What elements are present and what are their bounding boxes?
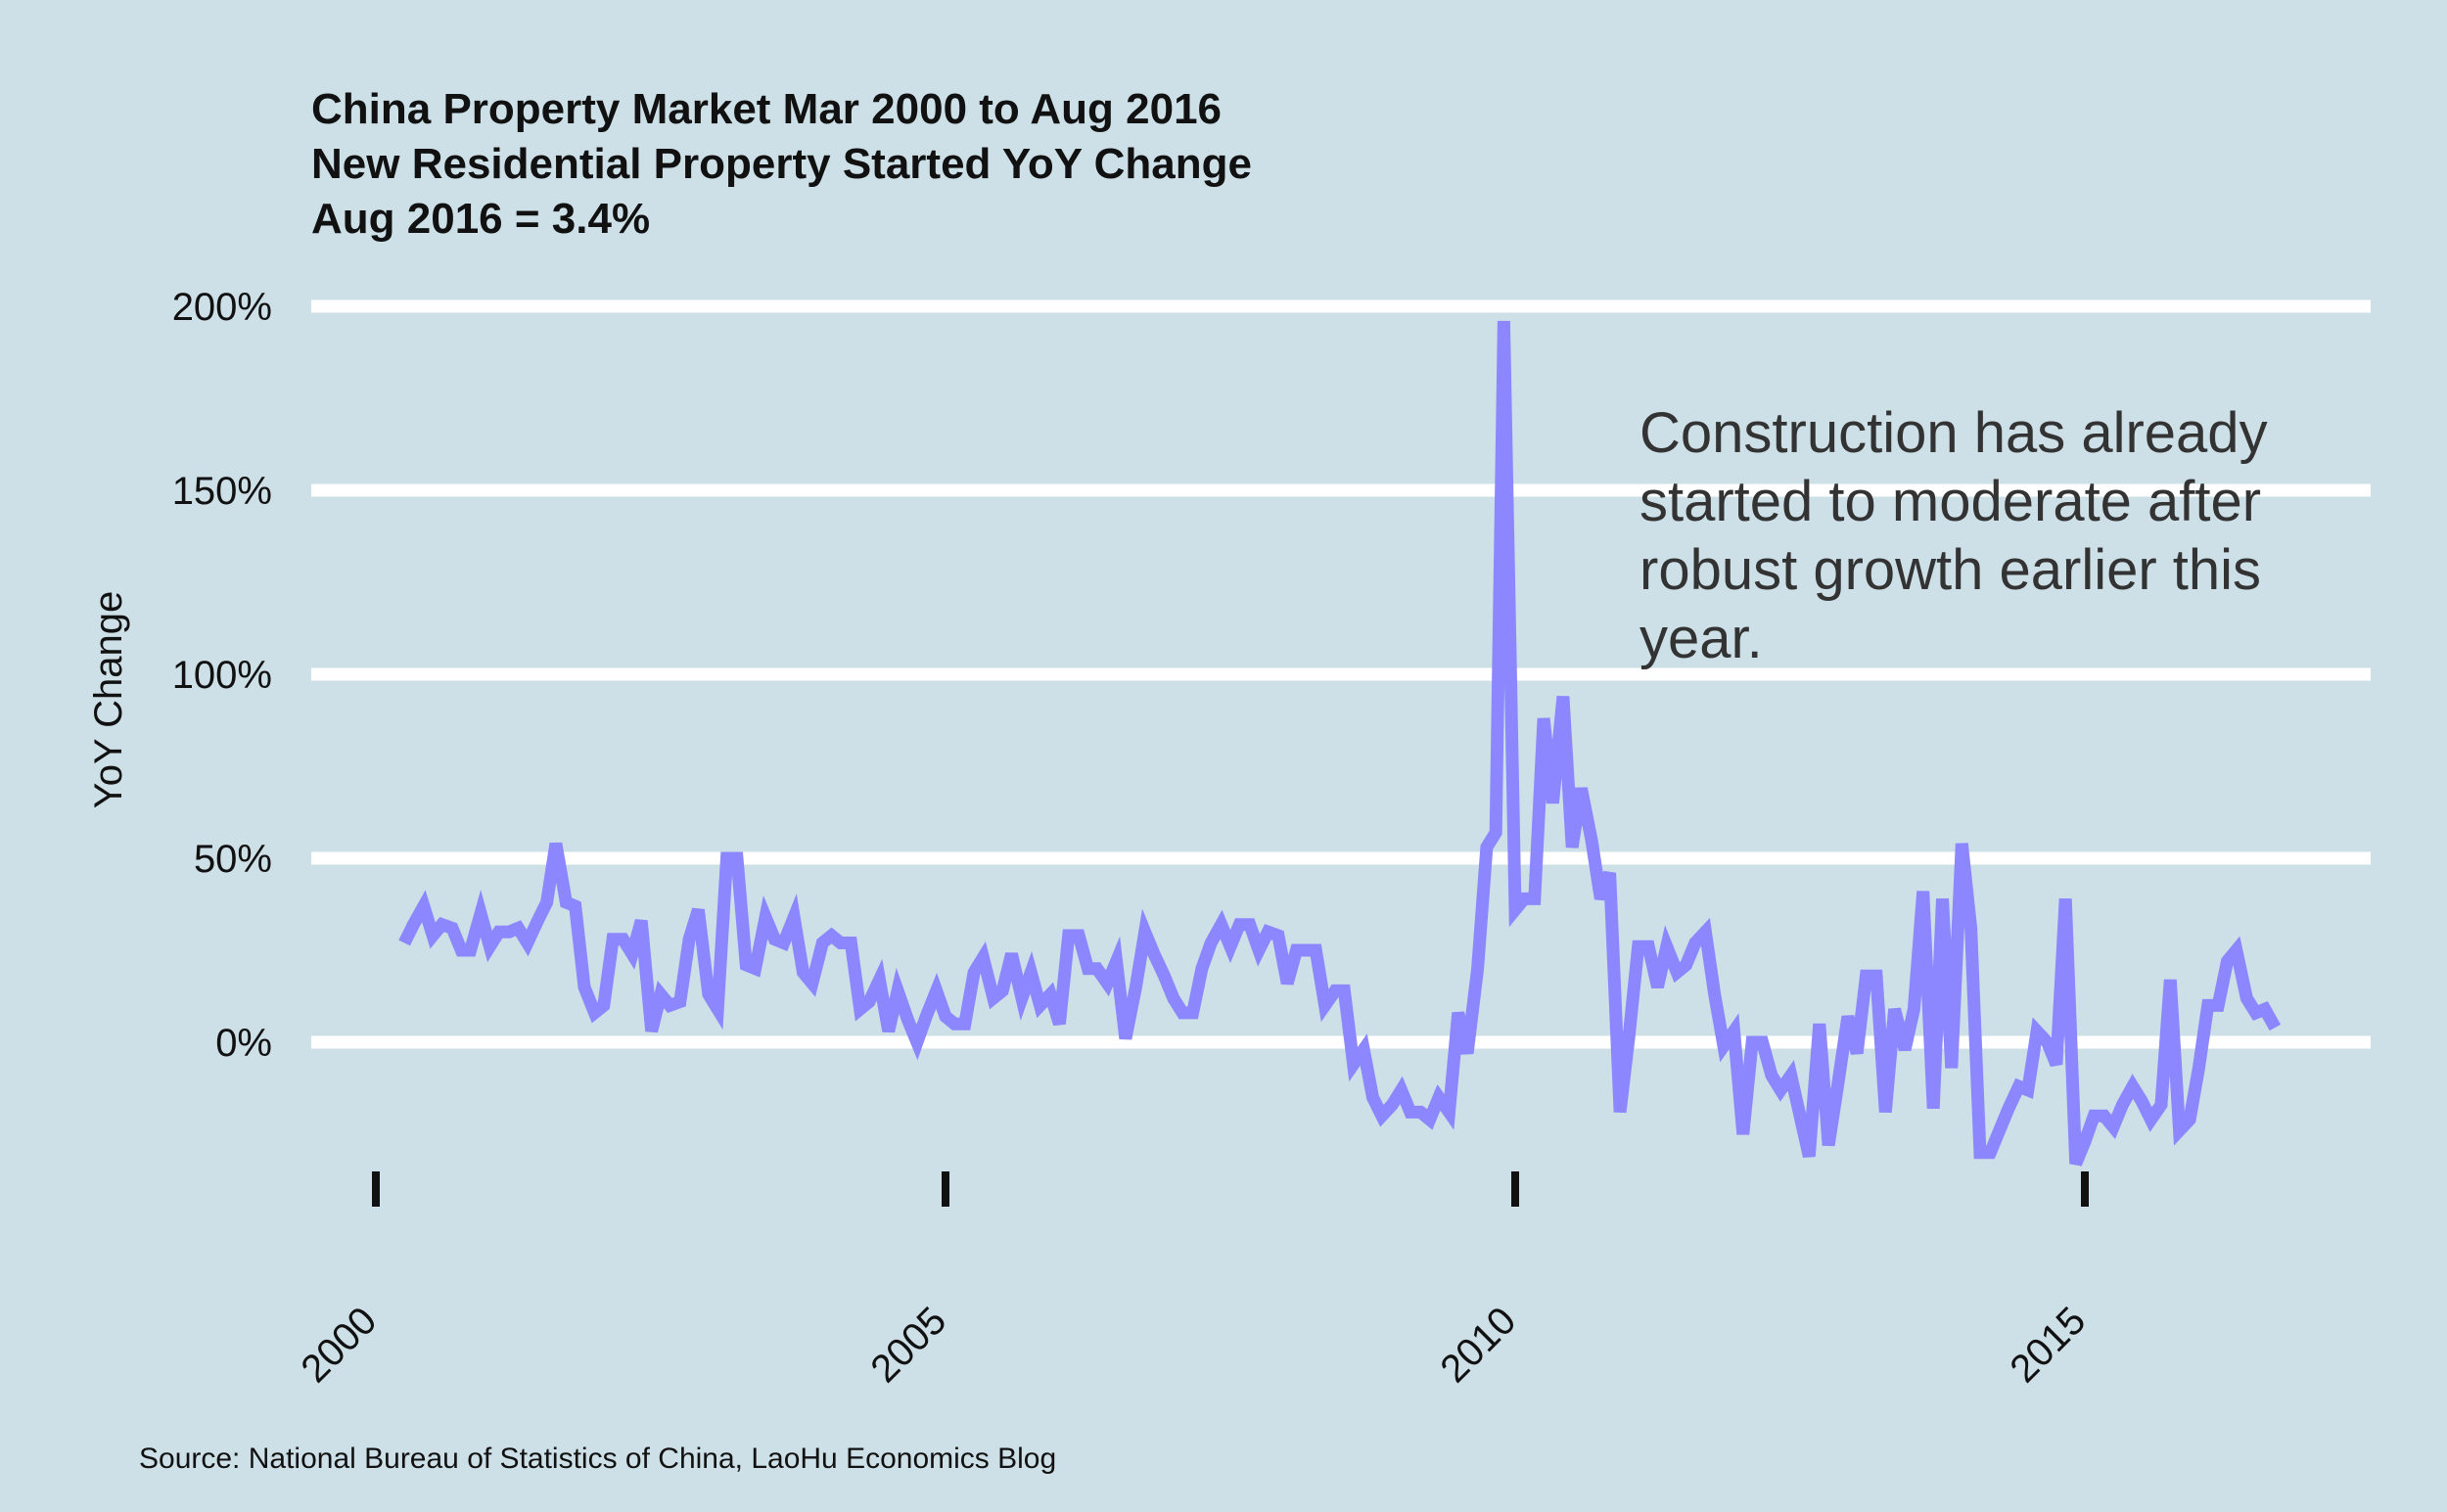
y-axis-ticks: 200% 150% 100% 50% 0% — [172, 286, 272, 1065]
y-axis-label: YoY Change — [87, 591, 130, 808]
chart-title: China Property Market Mar 2000 to Aug 20… — [311, 82, 1252, 247]
x-tick-label: 2015 — [2002, 1299, 2094, 1391]
y-tick-label: 200% — [172, 286, 272, 329]
chart-title-line-3: Aug 2016 = 3.4% — [311, 195, 651, 243]
x-axis-ticks: 2000 2005 2010 2015 — [293, 1171, 2094, 1391]
annotation-line-3: robust growth earlier this — [1639, 538, 2261, 602]
x-tick-label: 2010 — [1432, 1299, 1524, 1391]
y-tick-label: 50% — [194, 838, 272, 881]
x-tick-label: 2005 — [862, 1299, 954, 1391]
gridlines — [311, 299, 2371, 1049]
series-line — [398, 320, 2282, 1167]
annotation: Construction has already started to mode… — [1639, 401, 2268, 670]
x-tick-label: 2000 — [293, 1299, 385, 1391]
y-tick-label: 100% — [172, 654, 272, 697]
chart-title-line-2: New Residential Property Started YoY Cha… — [311, 140, 1252, 188]
source-note: Source: National Bureau of Statistics of… — [139, 1443, 1057, 1475]
annotation-line-1: Construction has already — [1639, 401, 2268, 465]
y-tick-label: 150% — [172, 470, 272, 513]
annotation-line-2: started to moderate after — [1639, 470, 2261, 533]
y-tick-label: 0% — [215, 1022, 272, 1065]
annotation-line-4: year. — [1639, 607, 1763, 670]
series-layer — [398, 320, 2282, 1167]
chart-title-line-1: China Property Market Mar 2000 to Aug 20… — [311, 85, 1223, 133]
